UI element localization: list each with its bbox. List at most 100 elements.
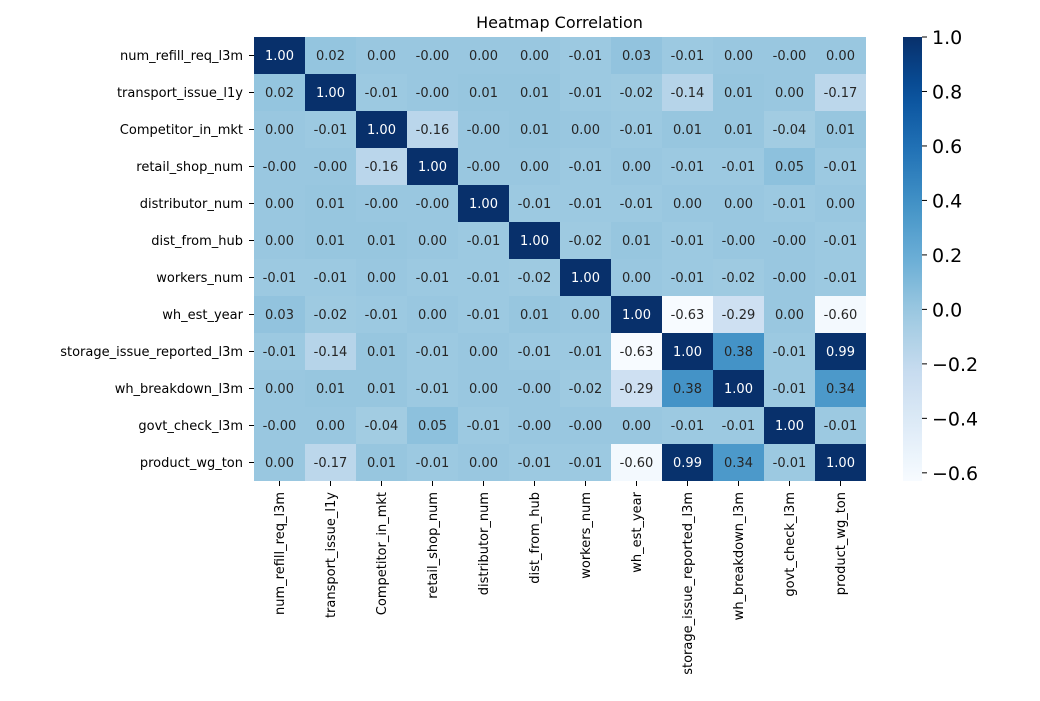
heatmap-cell xyxy=(560,222,611,259)
colorbar-tick-label: 0.4 xyxy=(932,190,962,212)
heatmap-cell xyxy=(713,111,764,148)
cell-value-label: -0.01 xyxy=(263,271,297,286)
cell-value-label: 0.00 xyxy=(571,308,600,323)
cell-value-label: -0.02 xyxy=(722,271,756,286)
cell-value-label: -0.14 xyxy=(671,86,705,101)
cell-value-label: -0.01 xyxy=(722,419,756,434)
cell-value-label: -0.00 xyxy=(518,382,552,397)
cell-value-label: 0.00 xyxy=(418,234,447,249)
heatmap-cell xyxy=(815,407,866,444)
col-tick-label: num_refill_req_l3m xyxy=(273,492,288,615)
col-tick-label: retail_shop_num xyxy=(426,492,441,599)
heatmap-cell xyxy=(560,333,611,370)
row-tick-labels: num_refill_req_l3m transport_issue_l1y Com… xyxy=(60,49,254,471)
heatmap-cell xyxy=(356,296,407,333)
col-tick-label: workers_num xyxy=(579,492,594,579)
heatmap-cell xyxy=(662,74,713,111)
heatmap-cell xyxy=(509,111,560,148)
heatmap-cell xyxy=(560,407,611,444)
cell-value-label: 0.05 xyxy=(418,419,447,434)
cell-value-label: -0.01 xyxy=(671,419,705,434)
heatmap-cell xyxy=(254,148,305,185)
cell-value-label: -0.01 xyxy=(518,456,552,471)
heatmap-cell xyxy=(305,296,356,333)
heatmap-cell xyxy=(407,259,458,296)
colorbar-tick-label: −0.4 xyxy=(932,408,978,430)
cell-value-label: 0.99 xyxy=(826,345,855,360)
heatmap-cell xyxy=(815,185,866,222)
heatmap-cell xyxy=(356,333,407,370)
heatmap-cell xyxy=(560,111,611,148)
cell-value-label: 0.00 xyxy=(520,49,549,64)
heatmap-cell xyxy=(509,370,560,407)
heatmap-cell xyxy=(815,37,866,74)
col-tick-label: wh_breakdown_l3m xyxy=(732,492,747,620)
cell-value-label: -0.01 xyxy=(263,345,297,360)
cell-value-label: 0.00 xyxy=(775,308,804,323)
cell-value-label: -0.00 xyxy=(416,49,450,64)
cell-value-label: -0.29 xyxy=(722,308,756,323)
heatmap-cell xyxy=(815,296,866,333)
cell-value-label: 1.00 xyxy=(673,345,702,360)
cell-value-label: -0.01 xyxy=(671,49,705,64)
cell-value-label: 1.00 xyxy=(418,160,447,175)
cell-value-label: 0.01 xyxy=(520,86,549,101)
heatmap-cell xyxy=(458,148,509,185)
cell-value-label: 1.00 xyxy=(775,419,804,434)
heatmap-cell xyxy=(764,111,815,148)
heatmap-cell xyxy=(254,296,305,333)
heatmap-cell xyxy=(356,222,407,259)
cell-value-label: -0.04 xyxy=(773,123,807,138)
cell-value-label: 0.01 xyxy=(316,234,345,249)
cell-value-label: -0.00 xyxy=(518,419,552,434)
heatmap-cell xyxy=(509,148,560,185)
col-tick-label: distributor_num xyxy=(477,492,492,595)
cell-value-label: 0.00 xyxy=(265,234,294,249)
heatmap-cell xyxy=(713,296,764,333)
heatmap-cell xyxy=(407,444,458,481)
row-tick-label: Competitor_in_mkt xyxy=(120,123,243,138)
row-tick-label: num_refill_req_l3m xyxy=(120,49,243,64)
cell-value-label: -0.01 xyxy=(569,197,603,212)
cell-value-label: 0.05 xyxy=(775,160,804,175)
cell-value-label: -0.01 xyxy=(569,456,603,471)
heatmap-cell xyxy=(713,333,764,370)
cell-value-label: -0.00 xyxy=(263,160,297,175)
cell-value-label: 0.01 xyxy=(724,86,753,101)
cell-value-label: -0.63 xyxy=(671,308,705,323)
cell-value-label: 0.00 xyxy=(265,123,294,138)
cell-value-label: -0.01 xyxy=(620,197,654,212)
cell-value-label: -0.14 xyxy=(314,345,348,360)
heatmap-cell xyxy=(611,296,662,333)
heatmap-cell xyxy=(560,259,611,296)
col-tick-labels: num_refill_req_l3m transport_issue_l1y Com… xyxy=(273,481,849,675)
cell-value-label: 0.99 xyxy=(673,456,702,471)
heatmap-cell xyxy=(407,111,458,148)
heatmap-cell xyxy=(458,407,509,444)
heatmap-cell xyxy=(611,259,662,296)
heatmap-cell xyxy=(305,333,356,370)
col-tick-label: dist_from_hub xyxy=(528,492,543,584)
cell-value-label: -0.60 xyxy=(824,308,858,323)
heatmap-cell xyxy=(356,74,407,111)
cell-value-label: -0.00 xyxy=(722,234,756,249)
heatmap-cell xyxy=(254,111,305,148)
cell-value-label: -0.01 xyxy=(314,123,348,138)
cell-value-label: -0.02 xyxy=(518,271,552,286)
heatmap-cell xyxy=(509,185,560,222)
heatmap-cell xyxy=(407,222,458,259)
heatmap-cell xyxy=(305,37,356,74)
cell-value-label: 0.38 xyxy=(673,382,702,397)
colorbar-tick-label: 0.6 xyxy=(932,136,962,158)
heatmap-cell xyxy=(305,444,356,481)
heatmap-cell xyxy=(407,37,458,74)
heatmap-cell xyxy=(713,74,764,111)
cell-value-label: -0.00 xyxy=(314,160,348,175)
cell-value-label: -0.00 xyxy=(416,86,450,101)
heatmap-cell xyxy=(356,148,407,185)
heatmap-cell xyxy=(611,444,662,481)
heatmap-cell xyxy=(560,74,611,111)
cell-value-label: -0.01 xyxy=(467,419,501,434)
cell-value-label: 0.00 xyxy=(826,49,855,64)
cell-value-label: 0.00 xyxy=(520,160,549,175)
